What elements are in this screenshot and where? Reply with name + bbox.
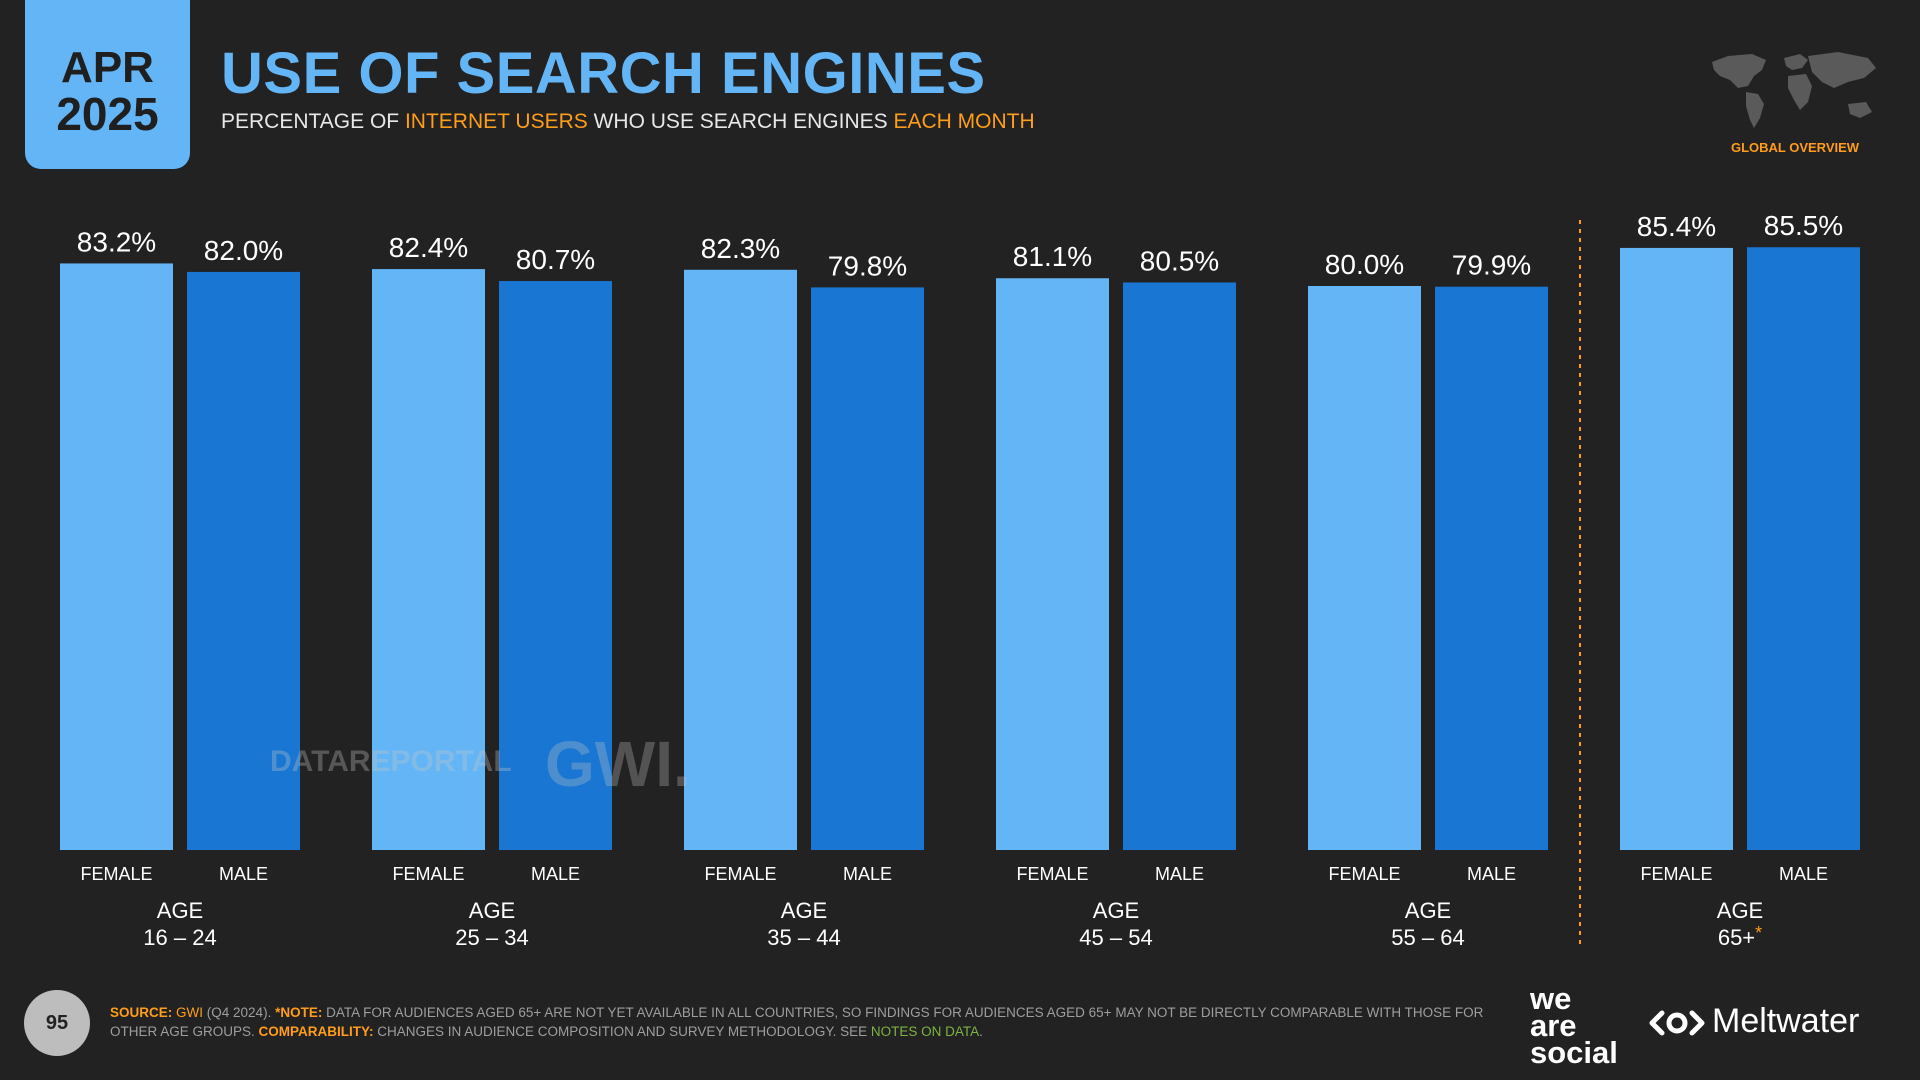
group-range-1: 16 – 24 xyxy=(143,925,216,950)
comparability-text: CHANGES IN AUDIENCE COMPOSITION AND SURV… xyxy=(373,1024,871,1039)
meltwater-logo: Meltwater xyxy=(1648,1002,1859,1041)
series-label-male-1: MALE xyxy=(219,864,268,884)
source-label: SOURCE: xyxy=(110,1005,173,1020)
data-label-female-4: 81.1% xyxy=(1013,241,1092,272)
group-label-age-3: AGE xyxy=(781,898,827,923)
group-label-age-5: AGE xyxy=(1405,898,1451,923)
date-month: APR xyxy=(61,43,154,92)
series-label-female-3: FEMALE xyxy=(704,864,776,884)
series-label-female-2: FEMALE xyxy=(392,864,464,884)
comparability-label: COMPARABILITY: xyxy=(258,1024,374,1039)
subtitle-part-2: WHO USE SEARCH ENGINES xyxy=(587,110,894,133)
data-label-female-5: 80.0% xyxy=(1325,249,1404,280)
subtitle-part-1: PERCENTAGE OF xyxy=(221,110,405,133)
bar-male-5 xyxy=(1435,286,1548,850)
group-label-age-1: AGE xyxy=(157,898,203,923)
bar-female-4 xyxy=(996,278,1109,850)
footer-note: SOURCE: GWI (Q4 2024). *NOTE: DATA FOR A… xyxy=(110,1003,1490,1041)
data-label-male-1: 82.0% xyxy=(204,235,283,266)
data-label-female-2: 82.4% xyxy=(389,232,468,263)
data-label-male-4: 80.5% xyxy=(1140,245,1219,276)
series-label-female-6: FEMALE xyxy=(1640,864,1712,884)
datareportal-watermark: DATAREPORTAL xyxy=(270,745,512,778)
region-label: GLOBAL OVERVIEW xyxy=(1730,140,1860,155)
bar-female-2 xyxy=(372,269,485,850)
page-number: 95 xyxy=(24,990,90,1056)
page-title: USE OF SEARCH ENGINES xyxy=(221,41,986,106)
bar-male-1 xyxy=(187,271,300,850)
was-line-3: social xyxy=(1530,1035,1618,1070)
meltwater-text: Meltwater xyxy=(1712,1002,1860,1040)
note-label: *NOTE: xyxy=(275,1005,323,1020)
group-range-5: 55 – 64 xyxy=(1391,925,1464,950)
source-name: GWI xyxy=(176,1005,204,1020)
subtitle-highlight-1: INTERNET USERS xyxy=(404,110,588,133)
date-badge: APR 2025 xyxy=(25,0,190,169)
group-range-6: 65+* xyxy=(1718,923,1762,950)
group-range-3: 35 – 44 xyxy=(767,925,840,950)
world-map-icon xyxy=(1712,52,1876,128)
series-label-male-5: MALE xyxy=(1467,864,1516,884)
was-line-1: we xyxy=(1530,981,1572,1016)
group-label-age-4: AGE xyxy=(1093,898,1139,923)
series-label-female-1: FEMALE xyxy=(80,864,152,884)
footer-end: . xyxy=(979,1024,983,1039)
series-label-female-5: FEMALE xyxy=(1328,864,1400,884)
date-year: 2025 xyxy=(56,88,159,140)
series-label-male-6: MALE xyxy=(1779,864,1828,884)
bar-male-3 xyxy=(811,287,924,850)
bar-male-4 xyxy=(1123,282,1236,851)
notes-on-data-link[interactable]: NOTES ON DATA xyxy=(870,1024,980,1039)
data-label-male-2: 80.7% xyxy=(516,244,595,275)
group-label-age-2: AGE xyxy=(469,898,515,923)
gwi-watermark: GWI. xyxy=(545,728,691,800)
bar-female-1 xyxy=(60,263,173,850)
note-text: DATA FOR AUDIENCES AGED 65+ ARE NOT YET … xyxy=(110,1005,1484,1039)
data-label-female-3: 82.3% xyxy=(701,233,780,264)
data-label-male-3: 79.8% xyxy=(828,250,907,281)
was-line-2: are xyxy=(1530,1008,1577,1043)
bar-male-6 xyxy=(1747,247,1860,851)
bar-female-3 xyxy=(684,269,797,850)
data-label-female-1: 83.2% xyxy=(77,226,156,257)
data-label-male-5: 79.9% xyxy=(1452,250,1531,281)
group-range-4: 45 – 54 xyxy=(1079,925,1152,950)
series-label-male-3: MALE xyxy=(843,864,892,884)
source-detail: (Q4 2024). xyxy=(203,1005,276,1020)
bar-female-5 xyxy=(1308,286,1421,850)
group-range-2: 25 – 34 xyxy=(455,925,528,950)
group-label-age-6: AGE xyxy=(1717,898,1763,923)
we-are-social-logo: we are social xyxy=(1530,981,1618,1070)
data-label-male-6: 85.5% xyxy=(1764,210,1843,241)
page-subtitle: PERCENTAGE OF INTERNET USERS WHO USE SEA… xyxy=(221,110,1035,134)
series-label-male-2: MALE xyxy=(531,864,580,884)
bar-female-6 xyxy=(1620,247,1733,850)
meltwater-icon xyxy=(1649,1010,1705,1036)
footnote-marker: * xyxy=(1755,923,1762,943)
subtitle-highlight-2: EACH MONTH xyxy=(893,110,1035,133)
bar-male-2 xyxy=(499,281,612,850)
series-label-male-4: MALE xyxy=(1155,864,1204,884)
data-label-female-6: 85.4% xyxy=(1637,211,1716,242)
series-label-female-4: FEMALE xyxy=(1016,864,1088,884)
